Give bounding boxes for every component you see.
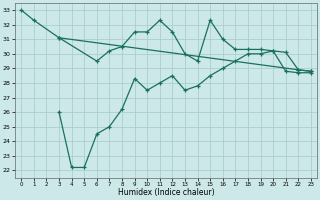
X-axis label: Humidex (Indice chaleur): Humidex (Indice chaleur) (118, 188, 214, 197)
